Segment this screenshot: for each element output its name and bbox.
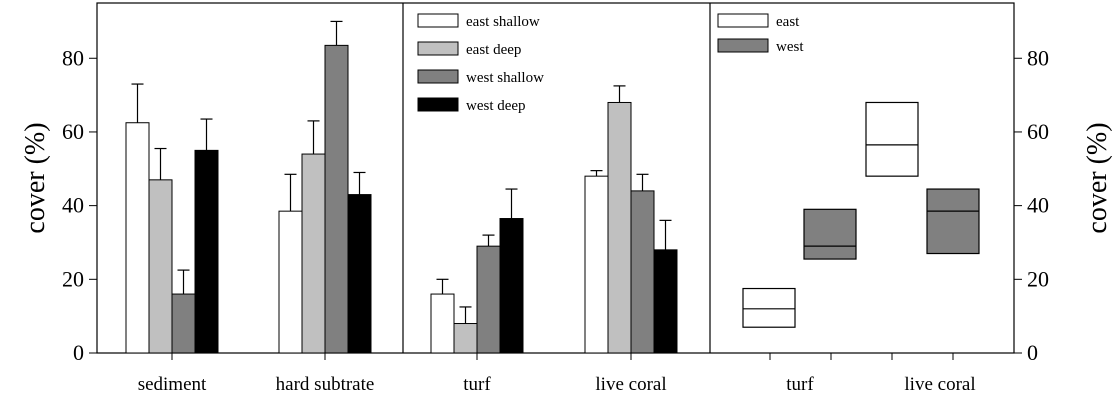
box — [803, 208, 857, 260]
legend-label: east — [776, 14, 800, 30]
bar — [278, 210, 303, 354]
y-tick-label: 20 — [62, 266, 84, 291]
y-tick-label: 80 — [1027, 45, 1049, 70]
y-tick-label: 40 — [1027, 193, 1049, 218]
bar-marks — [125, 20, 678, 354]
bar — [148, 179, 173, 354]
legend-label: east shallow — [466, 14, 540, 30]
plot-frame — [96, 2, 1015, 354]
bar — [125, 122, 150, 354]
x-category-label: sediment — [138, 374, 207, 395]
box-marks — [742, 101, 980, 328]
y-axis-label-right: cover (%) — [1082, 122, 1113, 233]
right-y-axis: 0 20 40 60 80 — [1014, 45, 1049, 365]
legend-swatch — [417, 97, 459, 112]
bar — [584, 175, 609, 354]
x-category-labels: sediment hard subtrate turf live coral turf l… — [138, 353, 976, 395]
legend-bar-panel: east shallow east deep west shallow west de… — [417, 13, 544, 114]
y-tick-label: 40 — [62, 193, 84, 218]
legend-swatch — [417, 69, 459, 84]
bar — [499, 218, 524, 354]
y-tick-label: 20 — [1027, 266, 1049, 291]
bar — [324, 44, 349, 354]
legend-box-panel: east west — [717, 13, 804, 55]
x-category-label: live coral — [904, 374, 975, 395]
bar — [171, 293, 196, 354]
x-category-label: live coral — [595, 374, 666, 395]
legend-label: west — [776, 39, 804, 55]
y-tick-label: 0 — [73, 340, 84, 365]
bar — [194, 149, 219, 354]
bar — [453, 323, 478, 354]
bar — [630, 190, 655, 354]
y-tick-label: 60 — [1027, 119, 1049, 144]
legend-swatch — [717, 38, 769, 53]
bar — [301, 153, 326, 354]
x-category-label: turf — [786, 374, 814, 395]
legend-label: west deep — [466, 98, 526, 114]
bar — [653, 249, 678, 354]
box — [926, 188, 980, 255]
left-y-axis: 0 20 40 60 80 — [62, 45, 97, 365]
y-axis-label-left: cover (%) — [20, 122, 51, 233]
legend-label: west shallow — [466, 70, 544, 86]
bar — [607, 101, 632, 354]
legend-swatch — [417, 41, 459, 56]
legend-label: east deep — [466, 42, 521, 58]
box — [742, 287, 796, 328]
box — [865, 101, 919, 177]
y-tick-label: 60 — [62, 119, 84, 144]
bar — [476, 245, 501, 354]
bar — [430, 293, 455, 354]
x-category-label: hard subtrate — [276, 374, 375, 395]
bar — [347, 194, 372, 354]
y-tick-label: 80 — [62, 45, 84, 70]
x-category-label: turf — [463, 374, 491, 395]
legend-swatch — [717, 13, 769, 28]
y-tick-label: 0 — [1027, 340, 1038, 365]
legend-swatch — [417, 13, 459, 28]
